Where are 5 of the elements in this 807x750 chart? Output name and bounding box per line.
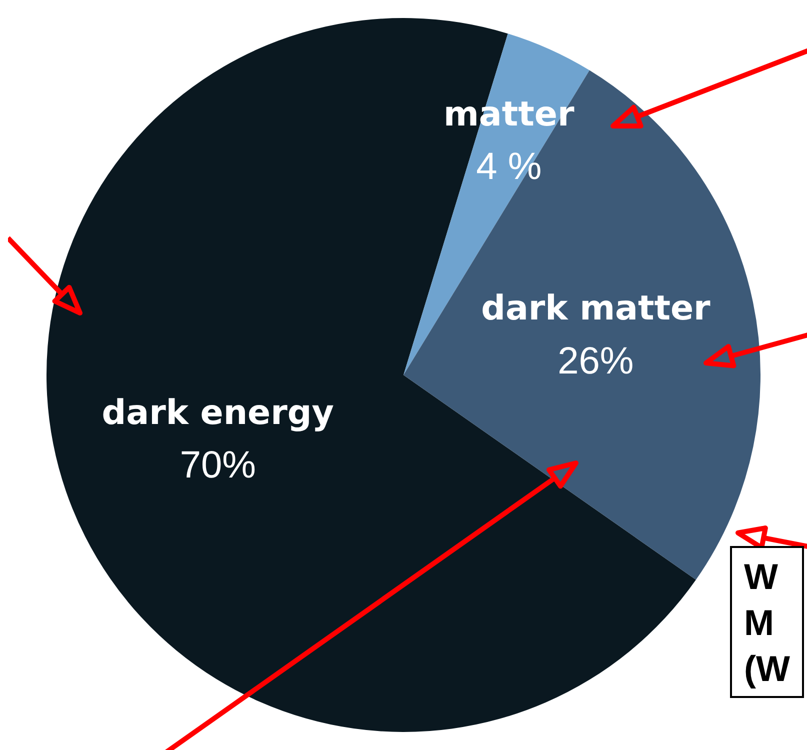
data-label: 26% <box>558 340 634 382</box>
slice-label: dark energy <box>102 392 334 433</box>
data-label: 70% <box>180 444 256 486</box>
slice-label: dark matter <box>481 288 711 329</box>
text: W M (W <box>730 546 804 698</box>
